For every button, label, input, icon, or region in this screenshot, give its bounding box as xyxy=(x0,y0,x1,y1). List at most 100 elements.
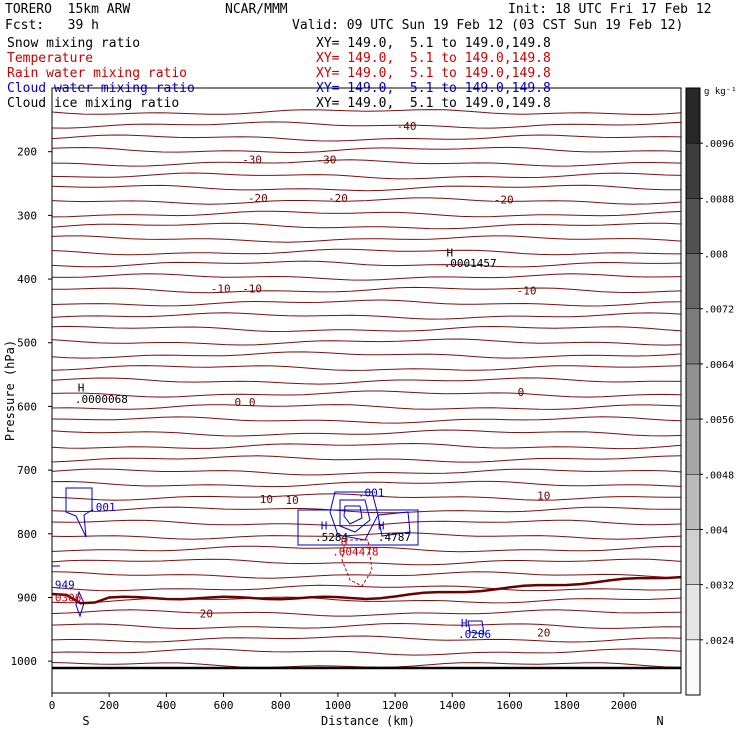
field-xy-rain: XY= 149.0, 5.1 to 149.0,149.8 xyxy=(316,66,551,81)
temperature-label: -20 xyxy=(248,192,268,205)
x-tick-label: 600 xyxy=(214,699,234,712)
isotherm-line xyxy=(51,159,682,167)
isotherm-line xyxy=(51,506,682,514)
x-tick-label: 1600 xyxy=(496,699,523,712)
cloud-water-contour xyxy=(75,590,85,618)
temperature-label: -10 xyxy=(211,283,231,296)
isotherm-line xyxy=(51,622,682,629)
x-tick-label: 2000 xyxy=(611,699,638,712)
isotherm-line xyxy=(51,299,682,307)
cloud-water-contour xyxy=(467,620,485,635)
temperature-label: 10 xyxy=(537,490,550,503)
x-axis-label: Distance (km) xyxy=(321,714,415,728)
colorbar-tick-label: .008 xyxy=(704,250,728,261)
temperature-label: -30 xyxy=(317,153,337,166)
isotherm-line xyxy=(51,571,682,579)
temperature-label: -40 xyxy=(397,120,417,133)
annotation-label: .004478 xyxy=(332,546,378,559)
isotherm-line xyxy=(51,134,682,142)
field-xy-cloud-ice: XY= 149.0, 5.1 to 149.0,149.8 xyxy=(316,96,551,111)
isotherm-line xyxy=(51,273,682,281)
y-tick-label: 300 xyxy=(17,209,37,222)
isotherm-line xyxy=(51,416,682,424)
colorbar-tick-label: .0072 xyxy=(704,305,734,316)
colorbar-segment xyxy=(685,363,701,420)
isotherm-line xyxy=(51,312,682,320)
temperature-label: -10 xyxy=(242,283,262,296)
isotherm-line xyxy=(51,558,682,566)
isotherm-line xyxy=(51,210,682,218)
annotation-label: .0000068 xyxy=(75,393,128,406)
x-tick-label: 1000 xyxy=(325,699,352,712)
colorbar-segment xyxy=(685,639,701,696)
colorbar-segment xyxy=(685,308,701,365)
y-tick-label: 900 xyxy=(17,591,37,604)
north-label: N xyxy=(656,714,663,728)
temperature-label: 20 xyxy=(200,607,213,620)
isotherm-line xyxy=(51,197,682,205)
center-label: NCAR/MMM xyxy=(225,2,288,17)
freezing-line xyxy=(51,575,682,605)
colorbar-tick-label: .0088 xyxy=(704,194,734,205)
field-label-temperature: Temperature xyxy=(7,51,94,66)
isotherm-line xyxy=(51,338,682,346)
isotherm-line xyxy=(51,184,682,192)
colorbar-tick-label: .0056 xyxy=(704,415,734,426)
temperature-label: 0 xyxy=(235,396,242,409)
colorbar-segment xyxy=(685,584,701,641)
isotherm-line xyxy=(51,662,682,668)
isotherm-line xyxy=(51,325,682,333)
isotherm-line xyxy=(51,377,682,385)
field-xy-snow: XY= 149.0, 5.1 to 149.0,149.8 xyxy=(316,36,551,51)
y-tick-label: 400 xyxy=(17,273,37,286)
temperature-label: -20 xyxy=(328,192,348,205)
colorbar-tick-label: .0032 xyxy=(704,581,734,592)
annotation-label: .4787 xyxy=(378,531,411,544)
x-tick-label: 800 xyxy=(271,699,291,712)
valid-time: Valid: 09 UTC Sun 19 Feb 12 (03 CST Sun … xyxy=(292,18,684,33)
plot-frame xyxy=(51,87,682,694)
isotherm-line xyxy=(51,648,682,656)
forecast-hour: Fcst: 39 h xyxy=(5,18,99,33)
isotherm-line xyxy=(51,365,682,371)
colorbar-tick-label: .0064 xyxy=(704,360,734,371)
isotherm-line xyxy=(51,545,681,553)
isotherm-line xyxy=(51,609,682,617)
temperature-label: 10 xyxy=(286,494,299,507)
y-tick-label: 200 xyxy=(17,146,37,159)
isotherm-line xyxy=(51,260,682,268)
isotherm-line xyxy=(52,286,682,294)
x-tick-label: 200 xyxy=(99,699,119,712)
annotation-label: H xyxy=(461,617,468,630)
temperature-label: 20 xyxy=(537,627,550,640)
x-tick-label: 1400 xyxy=(439,699,466,712)
south-label: S xyxy=(82,714,89,728)
annotation-label: .001 xyxy=(89,501,116,514)
x-tick-label: 1200 xyxy=(382,699,409,712)
isotherm-line xyxy=(51,235,682,243)
isotherm-line xyxy=(51,468,682,476)
x-tick-label: 1800 xyxy=(553,699,580,712)
colorbar-segment xyxy=(685,253,701,309)
colorbar-tick-label: .0096 xyxy=(704,139,734,150)
annotation-label: H xyxy=(447,246,454,259)
annotation-label: .0206 xyxy=(458,628,491,641)
init-time: Init: 18 UTC Fri 17 Feb 12 xyxy=(508,2,712,17)
y-tick-label: 800 xyxy=(17,528,37,541)
isotherm-line xyxy=(51,493,682,501)
isotherm-line xyxy=(51,442,682,450)
cloud-water-contour xyxy=(297,509,419,546)
isotherm-line xyxy=(51,121,682,129)
colorbar-segment xyxy=(685,198,701,254)
temperature-label: -30 xyxy=(242,153,262,166)
annotation-label: H xyxy=(341,535,348,548)
x-tick-label: 0 xyxy=(49,699,56,712)
x-tick-label: 400 xyxy=(156,699,176,712)
isotherm-line xyxy=(51,390,682,398)
colorbar-segment xyxy=(685,474,701,530)
cloud-water-contour xyxy=(343,505,363,525)
y-tick-label: 600 xyxy=(17,400,37,413)
temperature-label: -20 xyxy=(494,193,514,206)
temperature-label: -10 xyxy=(517,285,537,298)
